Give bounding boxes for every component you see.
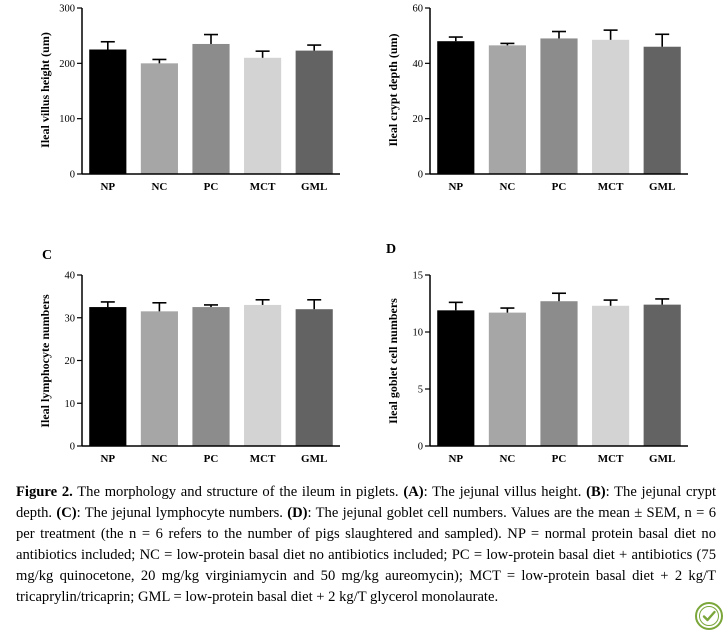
chart-panel-1: NP NC PC MCT GML 0 100 200 300 Ileal villus heigh… — [38, 4, 340, 193]
y-axis-title: Ileal lymphocyte numbers — [38, 294, 52, 428]
y-tick-label: 15 — [413, 271, 424, 282]
bar-np — [437, 310, 475, 446]
bar-pc — [540, 301, 578, 446]
bar-nc — [140, 63, 178, 175]
y-tick-label: 20 — [65, 356, 76, 367]
y-tick-label: 40 — [65, 271, 76, 282]
category-label: MCT — [250, 181, 276, 193]
caption-text-b: : The jejunal crypt depth. — [16, 484, 717, 521]
category-label: GML — [301, 453, 327, 465]
category-label: PC — [204, 453, 219, 465]
bar-mct — [592, 39, 630, 174]
bar-nc — [488, 45, 526, 174]
y-tick-label: 30 — [65, 313, 76, 324]
bar-np — [89, 307, 127, 446]
chart-panel-3: NP NC PC MCT GML 0 10 20 30 40 Ileal lymphocyte nu… — [38, 248, 340, 465]
category-label: NP — [100, 181, 115, 193]
bar-mct — [244, 57, 282, 174]
caption-label-d: (D) — [287, 505, 308, 521]
bar-gml — [643, 304, 681, 446]
y-axis-title: Ileal goblet cell numbers — [386, 298, 400, 424]
category-label: NP — [448, 453, 463, 465]
chart-panel-4: NP NC PC MCT GML 0 5 10 15 Ileal goblet cell numb… — [386, 242, 688, 465]
bar-nc — [488, 312, 526, 446]
category-label: NP — [448, 181, 463, 193]
category-label: NC — [499, 181, 515, 193]
check-badge-icon — [695, 602, 723, 630]
category-label: MCT — [598, 181, 624, 193]
chart-panel-2: NP NC PC MCT GML 0 20 40 60 Ileal crypt depth (um… — [386, 4, 688, 193]
figure-caption: Figure 2. The morphology and structure o… — [16, 482, 716, 608]
bar-pc — [192, 43, 230, 174]
caption-label-c: (C) — [56, 505, 77, 521]
category-label: PC — [204, 181, 219, 193]
category-label: GML — [649, 453, 675, 465]
bar-gml — [295, 50, 333, 174]
bar-pc — [540, 38, 578, 174]
bar-gml — [295, 309, 333, 446]
category-label: PC — [552, 453, 567, 465]
caption-text-d: : The jejunal goblet cell numbers. — [307, 505, 507, 521]
y-axis-title: Ileal villus height (um) — [38, 32, 52, 148]
category-label: NP — [100, 453, 115, 465]
caption-text-c: : The jejunal lymphocyte numbers. — [76, 505, 288, 521]
bar-np — [437, 41, 475, 175]
y-axis-title: Ileal crypt depth (um) — [386, 34, 400, 147]
y-tick-label: 200 — [59, 59, 75, 70]
category-label: MCT — [598, 453, 624, 465]
y-tick-label: 40 — [413, 59, 424, 70]
y-tick-label: 20 — [413, 114, 424, 125]
bar-mct — [244, 304, 282, 446]
panel-letter: D — [386, 242, 396, 257]
category-label: MCT — [250, 453, 276, 465]
bar-np — [89, 49, 127, 174]
bar-nc — [140, 311, 178, 446]
y-tick-label: 300 — [59, 4, 75, 15]
bar-pc — [192, 307, 230, 446]
bar-gml — [643, 46, 681, 174]
figure-label: Figure 2. — [16, 484, 73, 500]
category-label: NC — [499, 453, 515, 465]
panel-letter: C — [42, 248, 52, 263]
y-tick-label: 10 — [65, 399, 76, 410]
figure-title: The morphology and structure of the ileu… — [72, 484, 404, 500]
category-label: GML — [301, 181, 327, 193]
y-tick-label: 0 — [70, 442, 75, 453]
y-tick-label: 0 — [70, 170, 75, 181]
category-label: NC — [151, 453, 167, 465]
category-label: GML — [649, 181, 675, 193]
y-tick-label: 60 — [413, 4, 424, 15]
y-tick-label: 0 — [418, 442, 423, 453]
caption-body: Values are the mean ± SEM, n = 6 per tre… — [16, 505, 716, 605]
y-tick-label: 5 — [418, 385, 423, 396]
caption-label-a: (A) — [403, 484, 424, 500]
y-tick-label: 0 — [418, 170, 423, 181]
caption-text-a: : The jejunal villus height. — [423, 484, 587, 500]
y-tick-label: 10 — [413, 328, 424, 339]
bar-mct — [592, 305, 630, 446]
category-label: NC — [151, 181, 167, 193]
caption-label-b: (B) — [586, 484, 606, 500]
category-label: PC — [552, 181, 567, 193]
y-tick-label: 100 — [59, 114, 75, 125]
